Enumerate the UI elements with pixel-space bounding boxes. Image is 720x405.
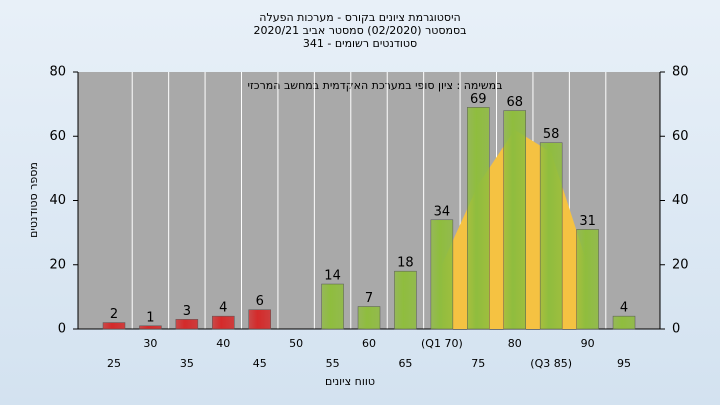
title-line: היסטוגרמת ציונים בקורס - מערכות הפעלה — [259, 11, 460, 24]
x-tick-label: 45 — [253, 357, 267, 370]
x-tick-label: (Q1 70) — [421, 337, 463, 350]
y-tick-label: 40 — [49, 193, 66, 208]
x-tick-label: 95 — [617, 357, 631, 370]
bar — [503, 110, 526, 330]
bar — [394, 270, 417, 330]
value-label: 69 — [470, 92, 487, 107]
bar — [539, 142, 563, 330]
value-label: 18 — [397, 256, 414, 271]
bar — [212, 315, 235, 330]
x-tick-label: 50 — [289, 337, 303, 350]
x-tick-label: (Q3 85) — [530, 357, 572, 370]
value-label: 1 — [146, 310, 154, 325]
x-tick-label: 40 — [216, 337, 230, 350]
bar — [612, 315, 636, 330]
bar — [467, 107, 490, 330]
title-line: בסמסטר (02/2020) סמסטר אביב 2020/21 — [253, 24, 466, 37]
bar — [248, 309, 271, 330]
x-tick-label: 60 — [362, 337, 376, 350]
y2-tick-label: 40 — [672, 193, 689, 208]
bar — [357, 306, 381, 330]
value-label: 4 — [620, 301, 628, 316]
value-label: 58 — [543, 127, 560, 142]
value-label: 3 — [183, 304, 191, 319]
x-tick-label: 75 — [471, 357, 485, 370]
y2-tick-label: 20 — [672, 257, 689, 272]
y2-tick-label: 80 — [672, 65, 689, 80]
y-tick-label: 0 — [58, 322, 66, 337]
x-tick-label: 35 — [180, 357, 194, 370]
value-label: 68 — [506, 95, 523, 110]
value-label: 6 — [256, 294, 264, 309]
bar — [321, 283, 344, 330]
value-label: 4 — [219, 301, 227, 316]
annotation: במשימה : ציון סופי במערכת האקדמית במחשב … — [248, 79, 503, 92]
x-tick-label: 65 — [398, 357, 412, 370]
y-axis-label: מספר סטודנטים — [27, 162, 40, 238]
value-label: 2 — [110, 307, 118, 322]
x-axis-label: טווח ציונים — [325, 375, 375, 388]
y-tick-label: 80 — [49, 65, 66, 80]
x-tick-label: 90 — [581, 337, 595, 350]
bar — [430, 219, 454, 330]
x-tick-label: 25 — [107, 357, 121, 370]
value-label: 14 — [324, 269, 341, 284]
bar — [139, 325, 162, 330]
value-label: 7 — [365, 291, 373, 306]
x-tick-label: 30 — [143, 337, 157, 350]
value-label: 34 — [434, 204, 451, 219]
value-label: 31 — [579, 214, 596, 229]
y-tick-label: 20 — [49, 257, 66, 272]
bar — [102, 322, 126, 330]
x-tick-label: 55 — [326, 357, 340, 370]
bar — [175, 319, 199, 330]
y2-tick-label: 60 — [672, 129, 689, 144]
y-tick-label: 60 — [49, 129, 66, 144]
y2-tick-label: 0 — [672, 322, 680, 337]
title-line: סטודנטים רשומים - 341 — [303, 37, 417, 50]
x-tick-label: 80 — [508, 337, 522, 350]
bar — [576, 229, 599, 330]
